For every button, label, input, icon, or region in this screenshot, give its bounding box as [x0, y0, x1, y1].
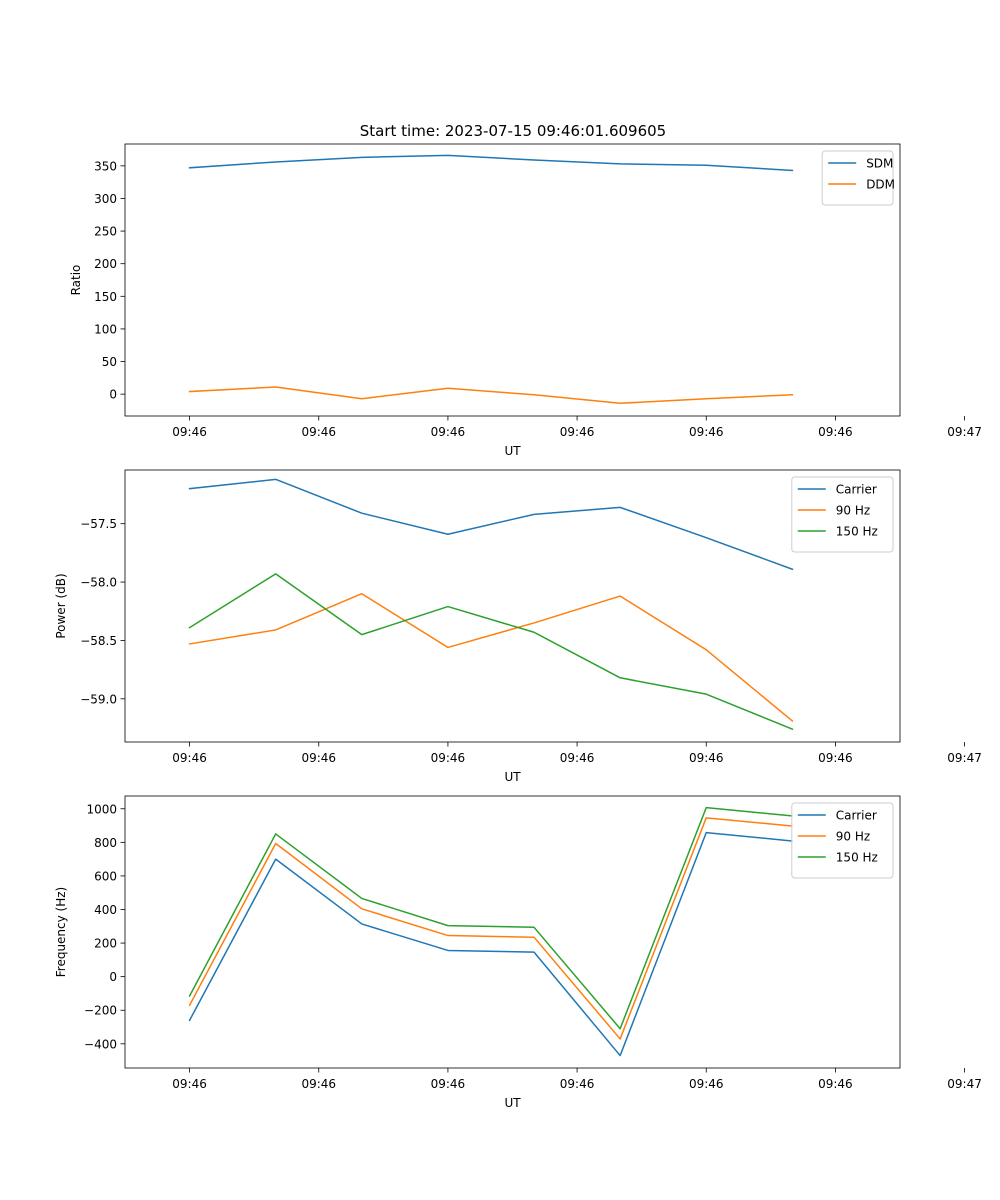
- y-tick-label: 800: [94, 836, 117, 850]
- y-tick-label: 100: [94, 322, 117, 336]
- x-tick-label: 09:46: [301, 1077, 336, 1091]
- x-tick-label: 09:46: [172, 1077, 207, 1091]
- y-tick-label: −58.0: [80, 576, 117, 590]
- x-tick-label: 09:46: [431, 425, 466, 439]
- x-tick-label: 09:46: [431, 1077, 466, 1091]
- y-tick-label: 50: [102, 355, 117, 369]
- x-tick-label: 09:47: [947, 425, 982, 439]
- y-tick-label: 1000: [86, 802, 117, 816]
- y-tick-label: −200: [84, 1004, 117, 1018]
- legend-label: Carrier: [836, 809, 877, 823]
- y-tick-label: 250: [94, 225, 117, 239]
- series-line-150-hz: [188, 573, 794, 731]
- x-tick-label: 09:46: [560, 425, 595, 439]
- y-axis-label: Frequency (Hz): [54, 887, 68, 978]
- legend-label: DDM: [866, 178, 895, 192]
- x-tick-label: 09:46: [301, 425, 336, 439]
- series-line-ddm: [188, 386, 794, 405]
- axes-frame: [124, 469, 901, 743]
- y-tick-label: 400: [94, 903, 117, 917]
- x-tick-label: 09:46: [560, 751, 595, 765]
- legend-label: SDM: [866, 157, 893, 171]
- legend: Carrier 90 Hz 150 Hz: [791, 802, 894, 879]
- y-tick-label: 150: [94, 290, 117, 304]
- power-panel: 09:46 09:46 09:46 09:46 09:46 09:46 09:47 −57.5…: [54, 469, 982, 784]
- y-tick-label: 0: [109, 388, 117, 402]
- y-tick-label: 300: [94, 192, 117, 206]
- legend-label: Carrier: [836, 483, 877, 497]
- x-tick-label: 09:46: [689, 751, 724, 765]
- y-tick-label: 600: [94, 869, 117, 883]
- x-tick-label: 09:46: [301, 751, 336, 765]
- series-line-carrier: [188, 478, 794, 571]
- y-tick-label: −58.5: [80, 634, 117, 648]
- x-tick-label: 09:46: [818, 425, 853, 439]
- series-line-150-hz: [188, 806, 794, 1030]
- legend-box: [821, 150, 894, 206]
- legend-label: 90 Hz: [836, 504, 870, 518]
- x-axis-label: UT: [504, 444, 521, 458]
- axes-frame: [124, 795, 901, 1069]
- legend: Carrier 90 Hz 150 Hz: [791, 476, 894, 553]
- series-line-90-hz: [188, 817, 794, 1040]
- x-tick-label: 09:46: [689, 425, 724, 439]
- legend-label: 150 Hz: [836, 525, 878, 539]
- subplots: 09:46 09:46 09:46 09:46 09:46 09:46 09:47 0 50 10…: [54, 143, 982, 1110]
- x-axis-label: UT: [504, 1096, 521, 1110]
- x-tick-label: 09:46: [172, 751, 207, 765]
- axes-frame: [124, 143, 901, 417]
- legend-box: [791, 476, 894, 553]
- figure-title: Start time: 2023-07-15 09:46:01.609605: [360, 122, 666, 140]
- legend: SDM DDM: [821, 150, 895, 206]
- x-tick-label: 09:46: [818, 1077, 853, 1091]
- y-tick-label: 200: [94, 257, 117, 271]
- y-tick-label: −59.0: [80, 692, 117, 706]
- x-tick-label: 09:47: [947, 751, 982, 765]
- y-tick-label: 0: [109, 970, 117, 984]
- x-tick-label: 09:47: [947, 1077, 982, 1091]
- series-line-90-hz: [188, 592, 794, 723]
- x-tick-label: 09:46: [431, 751, 466, 765]
- legend-box: [791, 802, 894, 879]
- legend-label: 150 Hz: [836, 851, 878, 865]
- x-axis-label: UT: [504, 770, 521, 784]
- y-tick-label: 200: [94, 937, 117, 951]
- x-tick-label: 09:46: [689, 1077, 724, 1091]
- x-tick-label: 09:46: [560, 1077, 595, 1091]
- y-axis-label: Power (dB): [54, 573, 68, 638]
- ratio-panel: 09:46 09:46 09:46 09:46 09:46 09:46 09:47 0 50 10…: [69, 143, 982, 458]
- series-line-sdm: [188, 154, 794, 172]
- y-tick-label: −400: [84, 1037, 117, 1051]
- y-tick-label: 350: [94, 159, 117, 173]
- x-tick-label: 09:46: [172, 425, 207, 439]
- x-tick-label: 09:46: [818, 751, 853, 765]
- frequency-panel: 09:46 09:46 09:46 09:46 09:46 09:46 09:47 −400 −…: [54, 795, 982, 1110]
- y-axis-label: Ratio: [69, 265, 83, 296]
- series-line-carrier: [188, 831, 794, 1057]
- legend-label: 90 Hz: [836, 830, 870, 844]
- y-tick-label: −57.5: [80, 517, 117, 531]
